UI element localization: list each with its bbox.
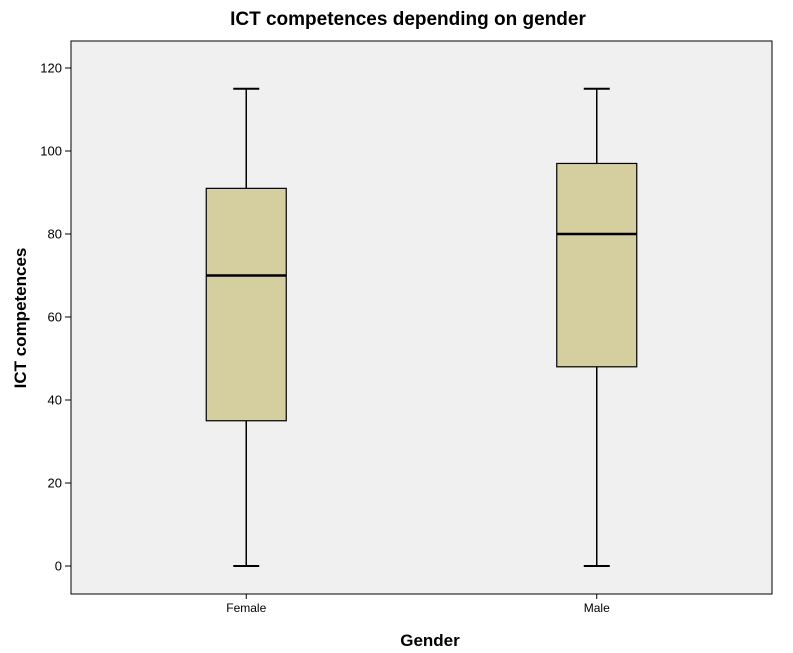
y-axis-title: ICT competences bbox=[11, 248, 30, 389]
box-female bbox=[205, 87, 287, 567]
y-tick-label: 80 bbox=[48, 227, 62, 242]
y-axis: 0 20 40 60 80 100 120 bbox=[40, 61, 71, 574]
y-tick-label: 20 bbox=[48, 476, 62, 491]
iqr-box bbox=[556, 162, 638, 368]
x-tick-label: Male bbox=[584, 601, 610, 615]
x-axis-title: Gender bbox=[400, 631, 460, 650]
plot-area bbox=[70, 40, 773, 595]
boxes bbox=[205, 87, 638, 567]
x-axis: Female Male bbox=[226, 594, 610, 615]
x-tick-label: Female bbox=[226, 601, 266, 615]
y-tick-label: 100 bbox=[40, 144, 62, 159]
box-male bbox=[556, 87, 638, 567]
chart-title: ICT competences depending on gender bbox=[230, 9, 586, 30]
y-tick-label: 40 bbox=[48, 393, 62, 408]
y-tick-label: 60 bbox=[48, 310, 62, 325]
y-tick-label: 120 bbox=[40, 61, 62, 76]
iqr-box bbox=[205, 187, 287, 422]
y-tick-label: 0 bbox=[55, 559, 62, 574]
